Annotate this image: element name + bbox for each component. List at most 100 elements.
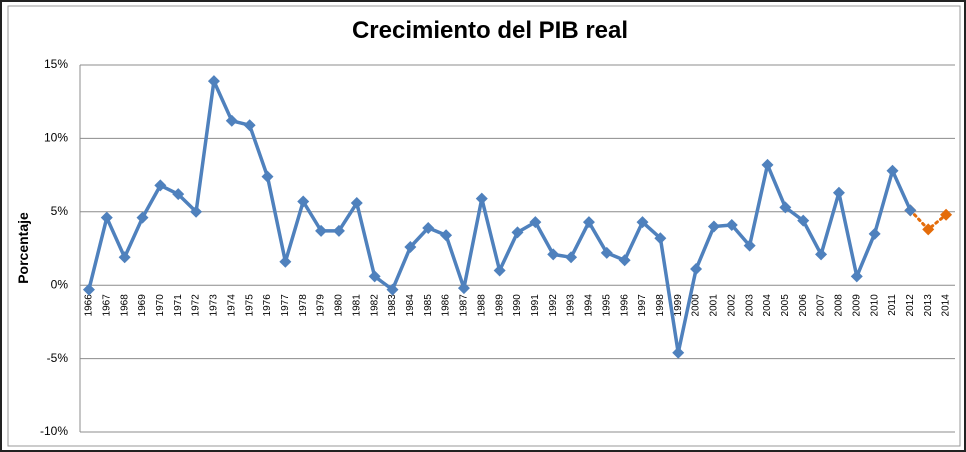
point-marker xyxy=(618,254,631,267)
x-tick-label: 1967 xyxy=(101,294,112,317)
x-tick-label: 1968 xyxy=(119,294,130,317)
x-tick-label: 1975 xyxy=(244,294,255,317)
x-tick-label: 1984 xyxy=(405,294,416,317)
x-tick-label: 1966 xyxy=(84,294,95,317)
x-tick-label: 2012 xyxy=(905,294,916,317)
x-tick-label: 1969 xyxy=(137,294,148,317)
point-marker xyxy=(118,251,131,264)
x-tick-label: 1994 xyxy=(584,294,595,317)
x-tick-label: 1989 xyxy=(494,294,505,317)
y-tick-label: 5% xyxy=(51,204,69,218)
x-tick-label: 2010 xyxy=(869,294,880,317)
point-marker xyxy=(654,232,667,245)
x-tick-label: 1988 xyxy=(476,294,487,317)
x-tick-label: 1981 xyxy=(351,294,362,317)
y-tick-label: 10% xyxy=(44,131,68,145)
point-marker xyxy=(225,114,238,127)
x-tick-label: 2011 xyxy=(887,294,898,316)
point-marker xyxy=(457,282,470,295)
point-marker xyxy=(815,248,828,261)
point-marker xyxy=(529,216,542,229)
y-tick-label: 0% xyxy=(51,277,69,291)
x-tick-label: 2005 xyxy=(780,294,791,317)
x-tick-label: 2001 xyxy=(709,294,720,317)
x-tick-label: 2013 xyxy=(923,294,934,317)
chart-frame xyxy=(7,5,961,447)
point-marker xyxy=(82,283,95,296)
x-tick-label: 1995 xyxy=(601,294,612,317)
point-marker xyxy=(511,226,524,239)
chart-title: Crecimiento del PIB real xyxy=(352,17,628,44)
point-marker xyxy=(297,195,310,208)
x-tick-label: 1985 xyxy=(423,294,434,317)
x-tick-label: 2014 xyxy=(941,294,952,317)
x-tick-label: 1997 xyxy=(637,294,648,317)
x-tick-label: 1998 xyxy=(655,294,666,317)
x-tick-label: 1971 xyxy=(173,294,184,317)
point-marker xyxy=(190,205,203,218)
x-tick-label: 1996 xyxy=(619,294,630,317)
x-tick-label: 2008 xyxy=(834,294,845,317)
point-marker xyxy=(475,192,488,205)
x-tick-label: 1992 xyxy=(548,294,559,317)
point-marker xyxy=(850,270,863,283)
point-marker xyxy=(797,214,810,227)
point-marker xyxy=(547,248,560,261)
point-marker xyxy=(743,239,756,252)
point-marker xyxy=(922,223,935,236)
x-tick-label: 2009 xyxy=(851,294,862,317)
point-marker xyxy=(279,255,292,268)
point-marker xyxy=(100,211,113,224)
point-marker xyxy=(493,264,506,277)
point-marker xyxy=(690,263,703,276)
y-tick-label: 15% xyxy=(44,57,68,71)
point-marker xyxy=(832,186,845,199)
x-tick-label: 1974 xyxy=(226,294,237,317)
x-tick-label: 1978 xyxy=(298,294,309,317)
point-marker xyxy=(600,246,613,259)
point-marker xyxy=(154,179,167,192)
point-marker xyxy=(386,283,399,296)
x-tick-label: 1973 xyxy=(209,294,220,317)
x-tick-label: 2007 xyxy=(816,294,827,317)
point-marker xyxy=(350,196,363,209)
y-axis-label: Porcentaje xyxy=(15,212,31,284)
point-marker xyxy=(172,188,185,201)
x-tick-label: 1991 xyxy=(530,294,541,317)
point-marker xyxy=(868,227,881,240)
point-marker xyxy=(672,346,685,359)
x-tick-label: 2000 xyxy=(691,294,702,317)
point-marker xyxy=(761,158,774,171)
y-tick-label: -10% xyxy=(40,424,68,438)
x-tick-label: 1979 xyxy=(316,294,327,317)
x-tick-label: 1972 xyxy=(191,294,202,317)
x-tick-label: 1993 xyxy=(566,294,577,317)
x-tick-label: 1999 xyxy=(673,294,684,317)
point-marker xyxy=(207,75,220,88)
point-marker xyxy=(886,164,899,177)
x-tick-label: 2002 xyxy=(726,294,737,317)
x-tick-label: 1986 xyxy=(441,294,452,317)
point-marker xyxy=(136,211,149,224)
point-marker xyxy=(725,219,738,232)
point-marker xyxy=(243,119,256,132)
x-tick-label: 1987 xyxy=(459,294,470,317)
point-marker xyxy=(422,221,435,234)
point-marker xyxy=(636,216,649,229)
point-marker xyxy=(404,241,417,254)
x-tick-label: 2006 xyxy=(798,294,809,317)
x-tick-label: 1982 xyxy=(369,294,380,317)
point-marker xyxy=(440,229,453,242)
point-marker xyxy=(565,251,578,264)
x-tick-label: 2004 xyxy=(762,294,773,317)
x-tick-label: 2003 xyxy=(744,294,755,317)
point-marker xyxy=(779,201,792,214)
point-marker xyxy=(368,270,381,283)
x-tick-label: 1970 xyxy=(155,294,166,317)
point-marker xyxy=(332,224,345,237)
point-marker xyxy=(582,216,595,229)
x-tick-label: 1990 xyxy=(512,294,523,317)
point-marker xyxy=(315,224,328,237)
x-tick-label: 1983 xyxy=(387,294,398,317)
